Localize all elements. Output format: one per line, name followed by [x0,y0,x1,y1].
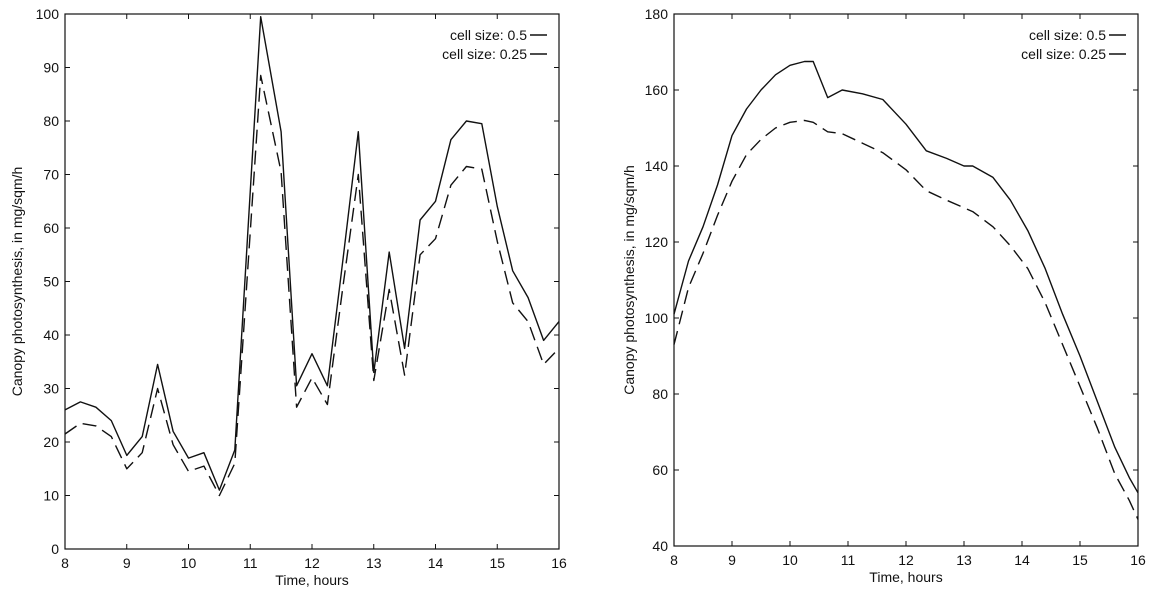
left-x-tick-label: 10 [181,555,197,571]
left-x-tick-label: 13 [366,555,382,571]
right-x-tick-label: 11 [841,552,856,568]
left-y-tick-label: 60 [43,220,59,236]
left-y-tick-label: 0 [51,541,59,557]
left-y-axis-label: Canopy photosynthesis, in mg/sqm/h [9,167,25,397]
right-y-tick-label: 60 [652,462,668,478]
right-x-tick-label: 12 [898,552,914,568]
right-legend-label-2: cell size: 0.25 [1021,46,1106,62]
left-x-tick-label: 11 [243,555,258,571]
right-series-line-1 [673,60,1139,494]
right-y-tick-label: 80 [652,386,668,402]
right-x-tick-label: 8 [670,552,678,568]
right-y-tick-label: 120 [645,234,669,250]
right-x-tick-label: 16 [1130,552,1146,568]
left-y-tick-label: 90 [43,60,59,76]
right-y-axis-label: Canopy photosynthesis, in mg/sqm/h [621,165,637,395]
left-x-tick-label: 9 [123,555,131,571]
right-y-tick-label: 180 [645,6,669,22]
right-series-line-2 [673,119,1139,520]
left-series-line-1 [64,16,560,491]
right-x-tick-label: 9 [728,552,736,568]
chart-right: 8 9 10 11 12 13 14 15 16 40 60 80 100 120 140 160 180 Tim… [578,0,1156,603]
left-legend-label-2: cell size: 0.25 [442,46,527,62]
right-x-tick-label: 15 [1072,552,1088,568]
left-series-line-2 [64,74,560,497]
left-y-tick-label: 20 [43,434,59,450]
right-x-axis-label: Time, hours [869,569,942,585]
right-y-tick-label: 140 [645,158,669,174]
right-x-tick-label: 10 [782,552,798,568]
left-y-tick-label: 70 [43,167,59,183]
left-y-tick-label: 30 [43,381,59,397]
left-x-tick-label: 15 [489,555,505,571]
left-plot-frame [64,13,560,550]
left-x-axis-label: Time, hours [275,572,348,588]
right-x-tick-label: 13 [956,552,972,568]
left-y-tick-label: 10 [43,488,59,504]
right-plot-frame [673,13,1139,547]
left-y-tick-label: 40 [43,327,59,343]
left-x-tick-label: 14 [428,555,444,571]
right-y-tick-label: 100 [645,310,669,326]
right-x-tick-label: 14 [1014,552,1030,568]
right-y-tick-label: 40 [652,538,668,554]
left-y-tick-label: 80 [43,113,59,129]
chart-left-svg: 8 9 10 11 12 13 14 15 16 0 10 20 30 40 50 60 70 80 90 100 Ti… [9,6,567,588]
left-x-tick-label: 16 [551,555,567,571]
left-x-tick-label: 12 [304,555,320,571]
right-y-tick-label: 160 [645,82,669,98]
left-y-tick-label: 100 [36,6,60,22]
left-x-tick-label: 8 [61,555,69,571]
left-legend-label-1: cell size: 0.5 [450,27,527,43]
left-y-tick-label: 50 [43,274,59,290]
chart-right-svg: 8 9 10 11 12 13 14 15 16 40 60 80 100 120 140 160 180 Tim… [621,6,1146,585]
right-legend-label-1: cell size: 0.5 [1029,27,1106,43]
chart-left: 8 9 10 11 12 13 14 15 16 0 10 20 30 40 50 60 70 80 90 100 Ti… [9,6,567,588]
